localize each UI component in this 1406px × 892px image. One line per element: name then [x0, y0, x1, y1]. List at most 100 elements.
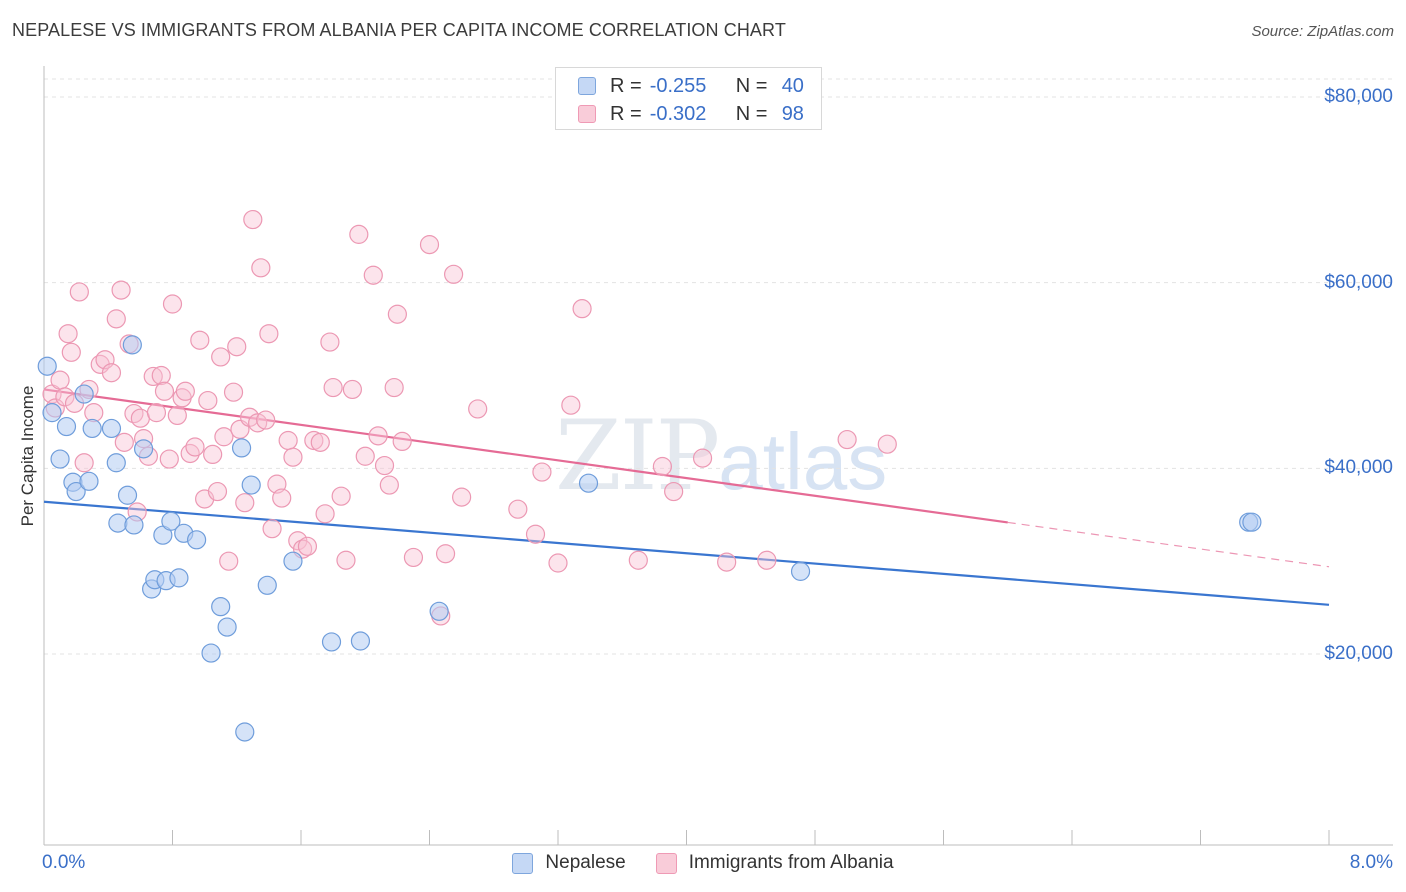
albania-point: [211, 347, 231, 367]
albania-point: [419, 235, 440, 255]
albania-point: [435, 544, 456, 564]
albania-point: [55, 387, 75, 407]
albania-point: [198, 390, 218, 411]
albania-point: [837, 429, 857, 450]
albania-point: [243, 209, 263, 230]
albania-point: [363, 265, 383, 285]
watermark-atlas: atlas: [718, 417, 888, 506]
albania-point: [374, 455, 395, 476]
albania-point: [146, 403, 167, 423]
chart-title: NEPALESE VS IMMIGRANTS FROM ALBANIA PER …: [12, 20, 786, 40]
y-tick-label: $80,000: [1324, 86, 1393, 107]
series-legend: Nepalese Immigrants from Albania: [0, 852, 1406, 874]
nepalese-point: [108, 513, 128, 533]
r-value: -0.255: [649, 74, 707, 97]
r-label: R =: [610, 74, 642, 97]
nepalese-point: [161, 511, 181, 531]
albania-point: [452, 487, 472, 507]
albania-point: [468, 399, 488, 419]
albania-point: [151, 365, 171, 386]
albania-point: [297, 536, 318, 556]
r-value: -0.302: [649, 102, 707, 125]
nepalese-point: [42, 403, 62, 423]
nepalese-point: [790, 561, 811, 581]
y-tick-label: $60,000: [1324, 271, 1393, 293]
albania-point: [114, 432, 134, 452]
albania-point: [227, 337, 247, 357]
nepalese-point: [50, 449, 70, 469]
nepalese-point: [283, 551, 303, 571]
nepalese-point: [79, 471, 99, 491]
nepalese-point: [133, 439, 154, 459]
albania-point: [336, 550, 356, 570]
albania-point: [219, 551, 239, 571]
albania-point: [106, 309, 126, 329]
nepalese-point: [117, 485, 138, 505]
albania-point: [74, 453, 94, 473]
albania-point: [69, 282, 89, 302]
albania-point: [304, 430, 324, 451]
albania-point: [508, 499, 528, 519]
albania-point: [235, 493, 255, 513]
albania-point: [561, 395, 581, 415]
albania-point: [223, 382, 244, 402]
nepalese-point: [74, 384, 94, 404]
nepalese-swatch: [512, 852, 534, 874]
albania-point: [272, 488, 292, 508]
legend-item-nepalese: Nepalese: [512, 852, 626, 874]
nepalese-point: [350, 631, 371, 651]
x-tick-max: 8.0%: [1349, 852, 1393, 873]
albania-point: [342, 379, 362, 400]
legend-label-albania: Immigrants from Albania: [688, 852, 894, 873]
albania-point: [214, 427, 234, 447]
albania-point: [387, 304, 407, 324]
albania-point: [525, 524, 546, 544]
albania-point: [175, 381, 195, 401]
nepalese-point: [106, 453, 126, 473]
nepalese-point: [211, 597, 231, 617]
watermark-zip: ZIP: [555, 400, 720, 512]
albania-point: [384, 377, 404, 398]
albania-point: [692, 448, 713, 468]
albania-point: [652, 456, 673, 477]
albania-point: [101, 363, 122, 383]
albania-point: [130, 408, 150, 428]
albania-point: [283, 447, 303, 467]
nepalese-point: [124, 515, 144, 535]
albania-point: [143, 366, 163, 387]
albania-point: [392, 431, 412, 452]
n-label: N =: [735, 74, 768, 97]
nepalese-point: [217, 617, 237, 637]
albania-point: [167, 405, 187, 426]
albania-point: [50, 370, 70, 390]
n-value: 98: [781, 102, 804, 125]
nepalese-point: [169, 568, 189, 588]
albania-point: [84, 403, 104, 423]
nepalese-point: [201, 643, 221, 663]
nepalese-points: [37, 335, 1262, 742]
albania-point: [757, 550, 777, 570]
nepalese-point: [37, 356, 57, 376]
nepalese-point: [257, 575, 277, 595]
albania-point: [162, 294, 183, 314]
albania-point: [111, 280, 131, 300]
trend-line-nepalese: [43, 500, 1330, 606]
n-label: N =: [735, 102, 768, 125]
nepalese-point: [235, 722, 255, 742]
albania-point: [185, 437, 205, 457]
nepalese-point: [231, 438, 252, 458]
nepalese-point: [241, 475, 261, 495]
nepalese-point: [82, 418, 102, 439]
albania-point: [251, 258, 271, 278]
trend-line-extension: [1007, 521, 1330, 568]
albania-point: [259, 324, 279, 344]
albania-point: [159, 449, 179, 469]
albania-point: [877, 434, 897, 454]
legend-label-nepalese: Nepalese: [545, 852, 626, 873]
albania-point: [315, 504, 335, 524]
n-value: 40: [781, 74, 804, 97]
trend-line-albania: [43, 388, 1008, 524]
albania-point: [368, 426, 388, 446]
albania-point: [403, 547, 424, 568]
